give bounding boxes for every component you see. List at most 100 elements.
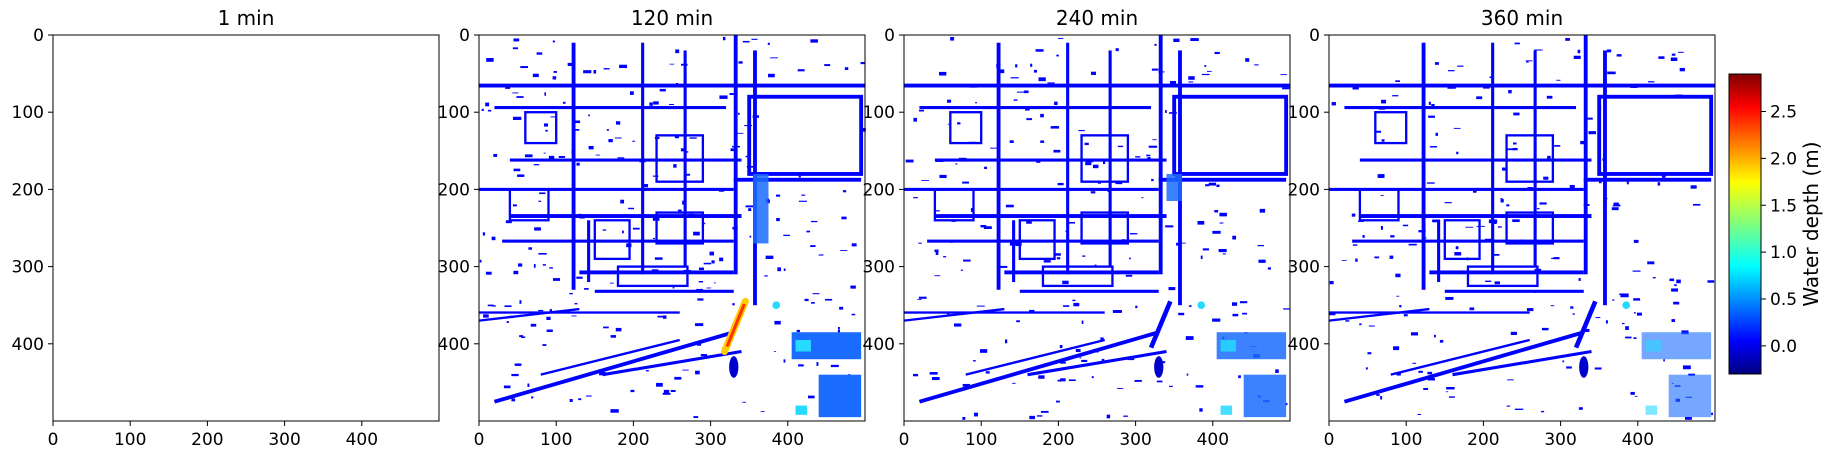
water-patch bbox=[1500, 199, 1504, 203]
water-patch bbox=[1368, 325, 1375, 327]
water-patch bbox=[1101, 358, 1105, 361]
x-tick-label: 200 bbox=[617, 430, 649, 450]
water-block-outline bbox=[1080, 211, 1130, 245]
water-patch bbox=[765, 255, 774, 259]
water-patch bbox=[574, 302, 578, 305]
water-patch bbox=[1047, 82, 1055, 84]
water-patch bbox=[512, 47, 519, 50]
water-patch bbox=[851, 313, 856, 316]
water-patch bbox=[1674, 284, 1677, 287]
water-patch bbox=[1543, 176, 1549, 180]
panel-1: 1 min 0 100 200 300 400 0 100 200 300 400 bbox=[12, 6, 440, 450]
water-patch bbox=[695, 323, 704, 327]
water-patch bbox=[527, 383, 530, 387]
water-patch bbox=[1570, 306, 1574, 309]
water-patch bbox=[1106, 414, 1111, 419]
water-patch bbox=[513, 38, 520, 42]
water-pool-deeper bbox=[1220, 339, 1236, 352]
water-patch bbox=[1652, 277, 1656, 279]
water-patch bbox=[603, 326, 609, 329]
water-patch bbox=[606, 129, 609, 131]
water-patch bbox=[837, 326, 840, 330]
water-patch bbox=[1513, 142, 1517, 145]
water-street bbox=[478, 307, 580, 322]
water-patch bbox=[1616, 54, 1622, 57]
water-patch bbox=[1359, 323, 1362, 326]
x-tick-label: 100 bbox=[965, 430, 997, 450]
water-patch bbox=[668, 103, 674, 106]
water-patch bbox=[1117, 388, 1124, 389]
water-patch bbox=[954, 323, 962, 327]
water-patch bbox=[1526, 308, 1534, 312]
water-patch bbox=[670, 389, 676, 392]
water-patch bbox=[1038, 375, 1045, 379]
water-patch bbox=[1004, 339, 1008, 344]
water-patch bbox=[970, 208, 975, 212]
water-patch bbox=[569, 292, 573, 295]
water-pond bbox=[729, 356, 739, 378]
water-patch bbox=[1165, 225, 1174, 228]
water-patch bbox=[1410, 332, 1419, 336]
water-patch bbox=[1358, 220, 1365, 222]
water-patch bbox=[1489, 76, 1494, 79]
water-patch bbox=[550, 116, 558, 118]
x-tick-label: 300 bbox=[1119, 430, 1151, 450]
water-patch bbox=[1060, 378, 1066, 382]
water-patch bbox=[1056, 257, 1061, 260]
water-street bbox=[1004, 270, 1159, 275]
water-patch bbox=[700, 354, 708, 357]
water-patch bbox=[680, 63, 688, 66]
water-patch bbox=[951, 219, 956, 222]
water-patch bbox=[918, 296, 927, 299]
water-patch bbox=[558, 156, 566, 158]
water-patch bbox=[1381, 99, 1386, 104]
water-street bbox=[918, 330, 1160, 404]
water-block-outline bbox=[655, 211, 705, 245]
water-patch bbox=[1588, 131, 1596, 135]
water-patch bbox=[980, 224, 987, 228]
water-patch bbox=[538, 253, 547, 255]
water-patch bbox=[1054, 101, 1058, 106]
water-patch bbox=[935, 159, 944, 162]
water-patch bbox=[1418, 230, 1426, 233]
water-patch bbox=[1195, 385, 1204, 388]
water-patch bbox=[1212, 230, 1221, 234]
water-patch bbox=[939, 174, 947, 179]
y-tick-label: 0 bbox=[884, 26, 895, 46]
water-street bbox=[1444, 289, 1584, 293]
water-patch bbox=[1465, 226, 1474, 228]
water-patch bbox=[783, 268, 786, 271]
water-patch bbox=[511, 398, 516, 402]
water-patch bbox=[1448, 396, 1455, 398]
water-patch bbox=[513, 168, 521, 172]
water-pool-deeper bbox=[1645, 339, 1661, 352]
water-pool-deeper bbox=[1220, 405, 1233, 415]
x-tick-label: 300 bbox=[1544, 430, 1576, 450]
water-patch bbox=[1208, 182, 1217, 186]
water-patch bbox=[1711, 412, 1713, 416]
water-patch bbox=[947, 123, 952, 125]
water-patch bbox=[806, 230, 811, 233]
water-pool-deeper bbox=[1197, 301, 1206, 310]
water-patch bbox=[1112, 310, 1121, 313]
water-patch bbox=[1612, 299, 1615, 301]
water-patch bbox=[1040, 410, 1049, 413]
water-street bbox=[1329, 83, 1715, 88]
water-patch bbox=[1466, 257, 1469, 261]
water-patch bbox=[1053, 149, 1061, 153]
water-patch bbox=[975, 102, 977, 104]
water-patch bbox=[654, 257, 663, 260]
water-patch bbox=[776, 217, 780, 222]
water-patch bbox=[1682, 365, 1691, 370]
water-pool bbox=[1243, 374, 1287, 418]
water-patch bbox=[998, 265, 1008, 268]
water-patch bbox=[801, 194, 806, 196]
water-street bbox=[904, 83, 1290, 88]
water-patch bbox=[1586, 117, 1593, 120]
water-street bbox=[602, 349, 742, 377]
water-patch bbox=[586, 239, 593, 243]
water-patch bbox=[1029, 415, 1036, 420]
water-patch bbox=[1376, 130, 1382, 133]
water-patch bbox=[950, 240, 953, 243]
water-patch bbox=[804, 298, 809, 302]
